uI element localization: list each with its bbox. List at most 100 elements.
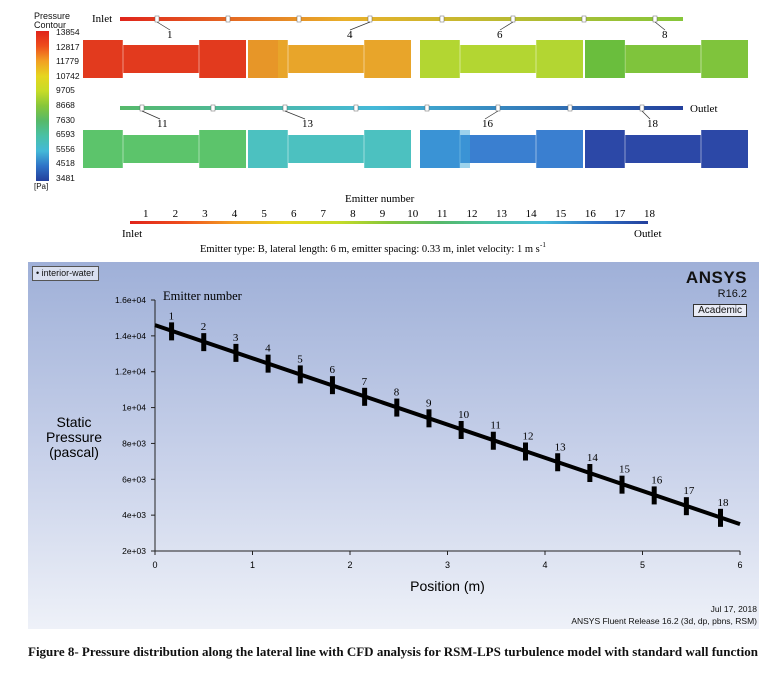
emitter-mark	[587, 464, 593, 483]
y-tick-label: 1.2e+04	[115, 367, 146, 377]
strip-outlet-label: Outlet	[634, 228, 662, 240]
emitter-mark-label: 15	[619, 464, 631, 476]
emitter-number: 5	[261, 208, 267, 220]
ansys-edition: Academic	[693, 304, 747, 317]
emitter-number: 8	[350, 208, 356, 220]
lateral-pipe-top	[120, 17, 683, 21]
emitter-mark-label: 7	[362, 376, 368, 388]
inlet-label-top: Inlet	[92, 13, 112, 25]
ansys-version: R16.2	[717, 288, 747, 300]
emitter-mark-label: 16	[651, 474, 663, 486]
strip-caption-superscript: -1	[540, 241, 546, 249]
emitter-mark-label: 13	[555, 441, 567, 453]
legend-color-bar	[36, 31, 49, 181]
emitter-body-bottom	[585, 130, 748, 168]
legend-value: 5556	[56, 143, 75, 154]
emitter-callout: 11	[157, 118, 168, 130]
emitter-callout: 4	[347, 29, 353, 41]
emitter-mark	[233, 343, 239, 362]
emitter-callout: 13	[302, 118, 314, 130]
emitter-mark-label: 5	[297, 353, 303, 365]
emitter-mark	[458, 420, 464, 439]
emitter-number: 4	[232, 208, 238, 220]
emitter-mark	[362, 387, 368, 406]
x-tick-label: 4	[542, 560, 547, 570]
figure-caption: Figure 8- Pressure distribution along th…	[28, 644, 758, 659]
lateral-pipe-bottom	[120, 106, 683, 110]
emitter-mark-label: 4	[265, 343, 271, 355]
emitter-mark	[265, 354, 271, 373]
emitter-mark	[651, 486, 657, 505]
emitter-mark-label: 8	[394, 387, 400, 399]
emitter-mark-label: 6	[329, 364, 335, 376]
emitter-callout: 16	[482, 118, 494, 130]
emitter-body-top	[83, 40, 246, 78]
x-tick-label: 6	[737, 560, 742, 570]
y-tick-label: 2e+03	[122, 546, 146, 556]
strip-caption: Emitter type: B, lateral length: 6 m, em…	[200, 244, 540, 255]
x-tick-label: 0	[152, 560, 157, 570]
y-tick-label: 8e+03	[122, 438, 146, 448]
outlet-label-top: Outlet	[690, 103, 718, 115]
emitter-mark	[394, 398, 400, 417]
legend-value: 7630	[56, 114, 75, 125]
emitter-mark	[523, 442, 528, 461]
emitter-body-bottom	[248, 130, 411, 168]
pressure-chart: 2e+03 4e+03 6e+03 8e+03 1e+04 1.2e+04 1.4e+04 1…	[46, 289, 743, 594]
emitter-number: 14	[526, 208, 538, 220]
emitter-mark	[297, 365, 303, 384]
emitter-number: 3	[202, 208, 208, 220]
x-tick-label: 1	[250, 560, 255, 570]
zone-tag-label: interior-water	[41, 268, 95, 278]
legend-title: Pressure Contour	[34, 11, 71, 30]
legend-value: 9705	[56, 85, 75, 96]
x-axis-title: Position (m)	[410, 578, 485, 594]
emitter-mark	[329, 376, 335, 395]
legend-value: 12817	[56, 41, 80, 52]
emitter-number: 2	[173, 208, 179, 220]
emitter-number: 18	[644, 208, 656, 220]
plot-date: Jul 17, 2018	[710, 604, 757, 614]
emitter-mark	[426, 409, 432, 428]
emitter-number: 1	[143, 208, 149, 220]
emitter-callout: 1	[167, 29, 173, 41]
emitter-mark	[555, 453, 561, 472]
emitter-mark-label: 17	[683, 485, 695, 497]
emitter-number: 12	[466, 208, 477, 220]
x-tick-label: 3	[445, 560, 450, 570]
emitter-number: 13	[496, 208, 508, 220]
ansys-logo: ANSYS R16.2 Academic	[686, 268, 747, 318]
emitter-mark-label: 11	[490, 420, 501, 432]
pressure-line	[154, 323, 741, 527]
legend-value: 13854	[56, 27, 80, 37]
legend-value: 8668	[56, 100, 75, 110]
pressure-contour: Inlet Outlet 1 4 6 8 11 13 16 18	[83, 13, 748, 168]
legend-value: 6593	[56, 129, 75, 140]
emitter-callout: 6	[497, 29, 503, 41]
emitter-mark	[490, 431, 496, 450]
y-tick-label: 1e+04	[122, 403, 146, 413]
emitter-body-bottom	[83, 130, 246, 168]
emitter-mark-label: 14	[587, 452, 599, 464]
y-tick-label: 4e+03	[122, 510, 146, 520]
emitter-mark-label: 1	[169, 310, 175, 322]
legend-value: 4518	[56, 158, 75, 169]
fluent-plot-panel: 2e+03 4e+03 6e+03 8e+03 1e+04 1.2e+04 1.4e+04 1…	[28, 262, 759, 629]
emitter-mark	[683, 497, 689, 516]
emitter-mark-label: 3	[233, 332, 239, 344]
legend-value: 3481	[56, 173, 75, 183]
plot-release: ANSYS Fluent Release 16.2 (3d, dp, pbns,…	[571, 616, 757, 626]
x-tick-label: 2	[347, 560, 352, 570]
emitter-mark-label: 9	[426, 397, 432, 409]
emitter-number: 16	[585, 208, 597, 220]
emitter-mark	[169, 322, 175, 341]
emitter-number: 11	[437, 208, 448, 220]
legend-value: 10742	[56, 70, 80, 81]
emitter-mark-label: 12	[523, 430, 534, 442]
emitter-number-label: Emitter number	[163, 289, 243, 303]
emitter-strip-bar	[130, 221, 648, 224]
emitter-number: 6	[291, 208, 297, 220]
y-tick-label: 1.4e+04	[115, 331, 146, 341]
emitter-callout: 8	[662, 29, 668, 41]
